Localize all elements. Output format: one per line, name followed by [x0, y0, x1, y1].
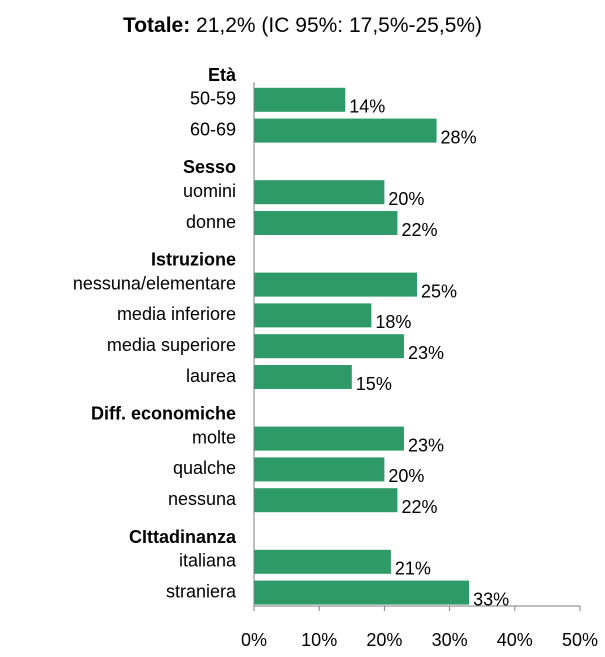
- x-tick-label: 10%: [301, 630, 337, 650]
- group-label: CIttadinanza: [129, 527, 237, 547]
- category-label: 60-69: [190, 119, 236, 139]
- bar: [254, 580, 470, 605]
- data-label: 20%: [388, 189, 424, 209]
- bar: [254, 303, 372, 328]
- bar: [254, 426, 404, 451]
- category-label: media superiore: [107, 335, 236, 355]
- data-label: 18%: [375, 312, 411, 332]
- category-label: molte: [192, 427, 236, 447]
- bar: [254, 87, 346, 112]
- category-label: straniera: [166, 581, 237, 601]
- bar: [254, 549, 391, 574]
- bar: [254, 457, 385, 482]
- data-label: 20%: [388, 466, 424, 486]
- bar: [254, 211, 398, 235]
- group-label: Sesso: [183, 157, 236, 177]
- category-label: nessuna/elementare: [73, 273, 236, 293]
- data-label: 33%: [473, 589, 509, 609]
- category-label: qualche: [173, 458, 236, 478]
- data-label: 22%: [401, 497, 437, 517]
- bar: [254, 272, 417, 297]
- data-label: 14%: [349, 97, 385, 117]
- bar: [254, 334, 404, 359]
- category-label: italiana: [179, 551, 237, 571]
- data-label: 25%: [421, 281, 457, 301]
- data-label: 28%: [441, 127, 477, 147]
- category-label: uomini: [183, 181, 236, 201]
- data-label: 23%: [408, 343, 444, 363]
- category-label: nessuna: [168, 489, 237, 509]
- data-label: 22%: [401, 220, 437, 240]
- category-label: media inferiore: [117, 304, 236, 324]
- chart-title: Totale: 21,2% (IC 95%: 17,5%-25,5%): [0, 14, 605, 38]
- x-tick-label: 50%: [562, 630, 598, 650]
- data-label: 21%: [395, 559, 431, 579]
- x-tick-label: 30%: [432, 630, 468, 650]
- bar: [254, 488, 398, 513]
- bar: [254, 365, 352, 389]
- data-label: 23%: [408, 435, 444, 455]
- x-tick-label: 20%: [366, 630, 402, 650]
- category-label: 50-59: [190, 89, 236, 109]
- group-label: Diff. economiche: [91, 404, 236, 424]
- category-label: laurea: [186, 366, 237, 386]
- x-tick-label: 40%: [497, 630, 533, 650]
- chart-title-bold: Totale:: [122, 14, 191, 37]
- bar: [254, 118, 437, 143]
- chart-title-rest: 21,2% (IC 95%: 17,5%-25,5%): [190, 14, 483, 37]
- bar: [254, 180, 385, 205]
- x-tick-label: 0%: [241, 630, 267, 650]
- data-label: 15%: [356, 374, 392, 394]
- group-label: Età: [208, 65, 237, 85]
- category-label: donne: [186, 212, 236, 232]
- group-label: Istruzione: [151, 250, 236, 270]
